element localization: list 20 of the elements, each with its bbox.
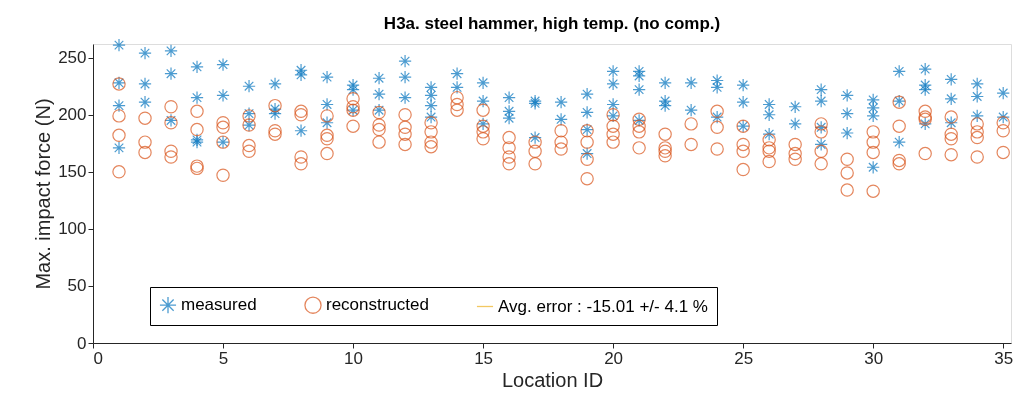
- y-tick-label: 150: [58, 162, 87, 182]
- x-tick-label: 5: [218, 348, 229, 368]
- y-tick-label: 200: [58, 105, 87, 125]
- y-tick-label: 50: [67, 276, 87, 296]
- x-tick-label: 20: [604, 348, 624, 368]
- x-tick-label: 25: [734, 348, 754, 368]
- legend-label: Avg. error : -15.01 +/- 4.1 %: [498, 296, 708, 316]
- legend-label: measured: [181, 295, 257, 315]
- legend-label: reconstructed: [326, 295, 429, 315]
- y-tick-label: 100: [58, 219, 87, 239]
- x-tick-label: 30: [864, 348, 884, 368]
- y-tick-label: 250: [58, 48, 87, 68]
- x-tick-label: 10: [344, 348, 364, 368]
- y-axis-title: Max. impact force (N): [32, 98, 55, 290]
- chart-title: H3a. steel hammer, high temp. (no comp.): [383, 13, 721, 33]
- y-tick-label: 0: [77, 333, 87, 353]
- x-tick-label: 35: [994, 348, 1014, 368]
- x-tick-label: 15: [474, 348, 494, 368]
- x-tick-label: 0: [93, 348, 103, 368]
- x-axis-title: Location ID: [501, 368, 604, 391]
